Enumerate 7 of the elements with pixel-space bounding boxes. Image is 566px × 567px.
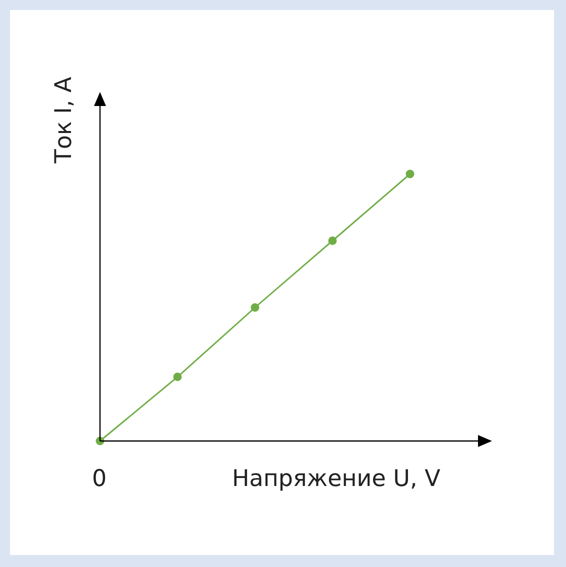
x-axis-title: Напряжение U, V: [232, 466, 440, 492]
point: [173, 372, 182, 382]
text: 0: [92, 466, 107, 492]
y-axis-title: Ток I, A: [51, 76, 77, 164]
point: [250, 303, 260, 312]
point: [406, 170, 414, 178]
point: [328, 236, 337, 245]
